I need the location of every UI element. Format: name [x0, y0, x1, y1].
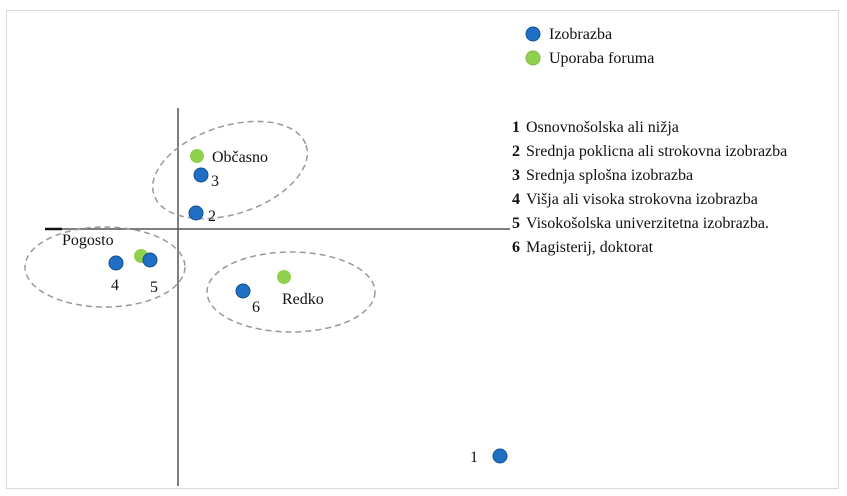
list-text: Višja ali visoka strokovna izobrazba	[526, 191, 758, 208]
list-text: Visokošolska univerzitetna izobrazba.	[526, 215, 769, 232]
point-label: 1	[470, 449, 478, 466]
frame	[6, 10, 839, 489]
education-point	[193, 167, 209, 183]
point-label: 4	[111, 277, 119, 294]
legend-marker	[525, 26, 541, 42]
education-point	[142, 252, 158, 268]
forum-point	[277, 270, 291, 284]
list-text: Srednja splošna izobrazba	[526, 167, 694, 184]
education-point	[108, 255, 124, 271]
list-text: Srednja poklicna ali strokovna izobrazba	[526, 143, 788, 160]
legend-label: Izobrazba	[549, 26, 612, 43]
list-number: 2	[512, 143, 520, 160]
forum-point	[190, 149, 204, 163]
list-item: 2 Srednja poklicna ali strokovna izobrazb…	[512, 140, 822, 164]
list-item: 3 Srednja splošna izobrazba	[512, 164, 822, 188]
cluster-ellipse	[151, 120, 309, 220]
cluster-ellipse	[24, 226, 186, 308]
education-point	[235, 283, 251, 299]
point-label: Občasno	[212, 149, 268, 166]
point-label: 3	[211, 173, 219, 190]
list-item: 1 Osnovnošolska ali nižja	[512, 116, 822, 140]
point-label: 2	[208, 208, 216, 225]
legend-label: Uporaba foruma	[549, 50, 654, 67]
legend-marker	[525, 50, 541, 66]
cluster-ellipse	[206, 251, 376, 333]
list-number: 1	[512, 119, 520, 136]
point-label: Pogosto	[62, 232, 114, 249]
legend-list: 1 Osnovnošolska ali nižja 2 Srednja poklicn…	[512, 116, 822, 260]
list-item: 5 Visokošolska univerzitetna izobrazba.	[512, 212, 822, 236]
education-point	[188, 205, 204, 221]
list-item: 4 Višja ali visoka strokovna izobrazba	[512, 188, 822, 212]
list-item: 6 Magisterij, doktorat	[512, 236, 822, 260]
point-label: 5	[150, 279, 158, 296]
point-label: 6	[252, 299, 260, 316]
list-number: 6	[512, 239, 520, 256]
list-number: 5	[512, 215, 520, 232]
point-label: Redko	[282, 291, 324, 308]
list-number: 3	[512, 167, 520, 184]
education-point	[492, 448, 508, 464]
list-text: Osnovnošolska ali nižja	[526, 119, 679, 136]
list-text: Magisterij, doktorat	[526, 239, 654, 256]
list-number: 4	[512, 191, 520, 208]
